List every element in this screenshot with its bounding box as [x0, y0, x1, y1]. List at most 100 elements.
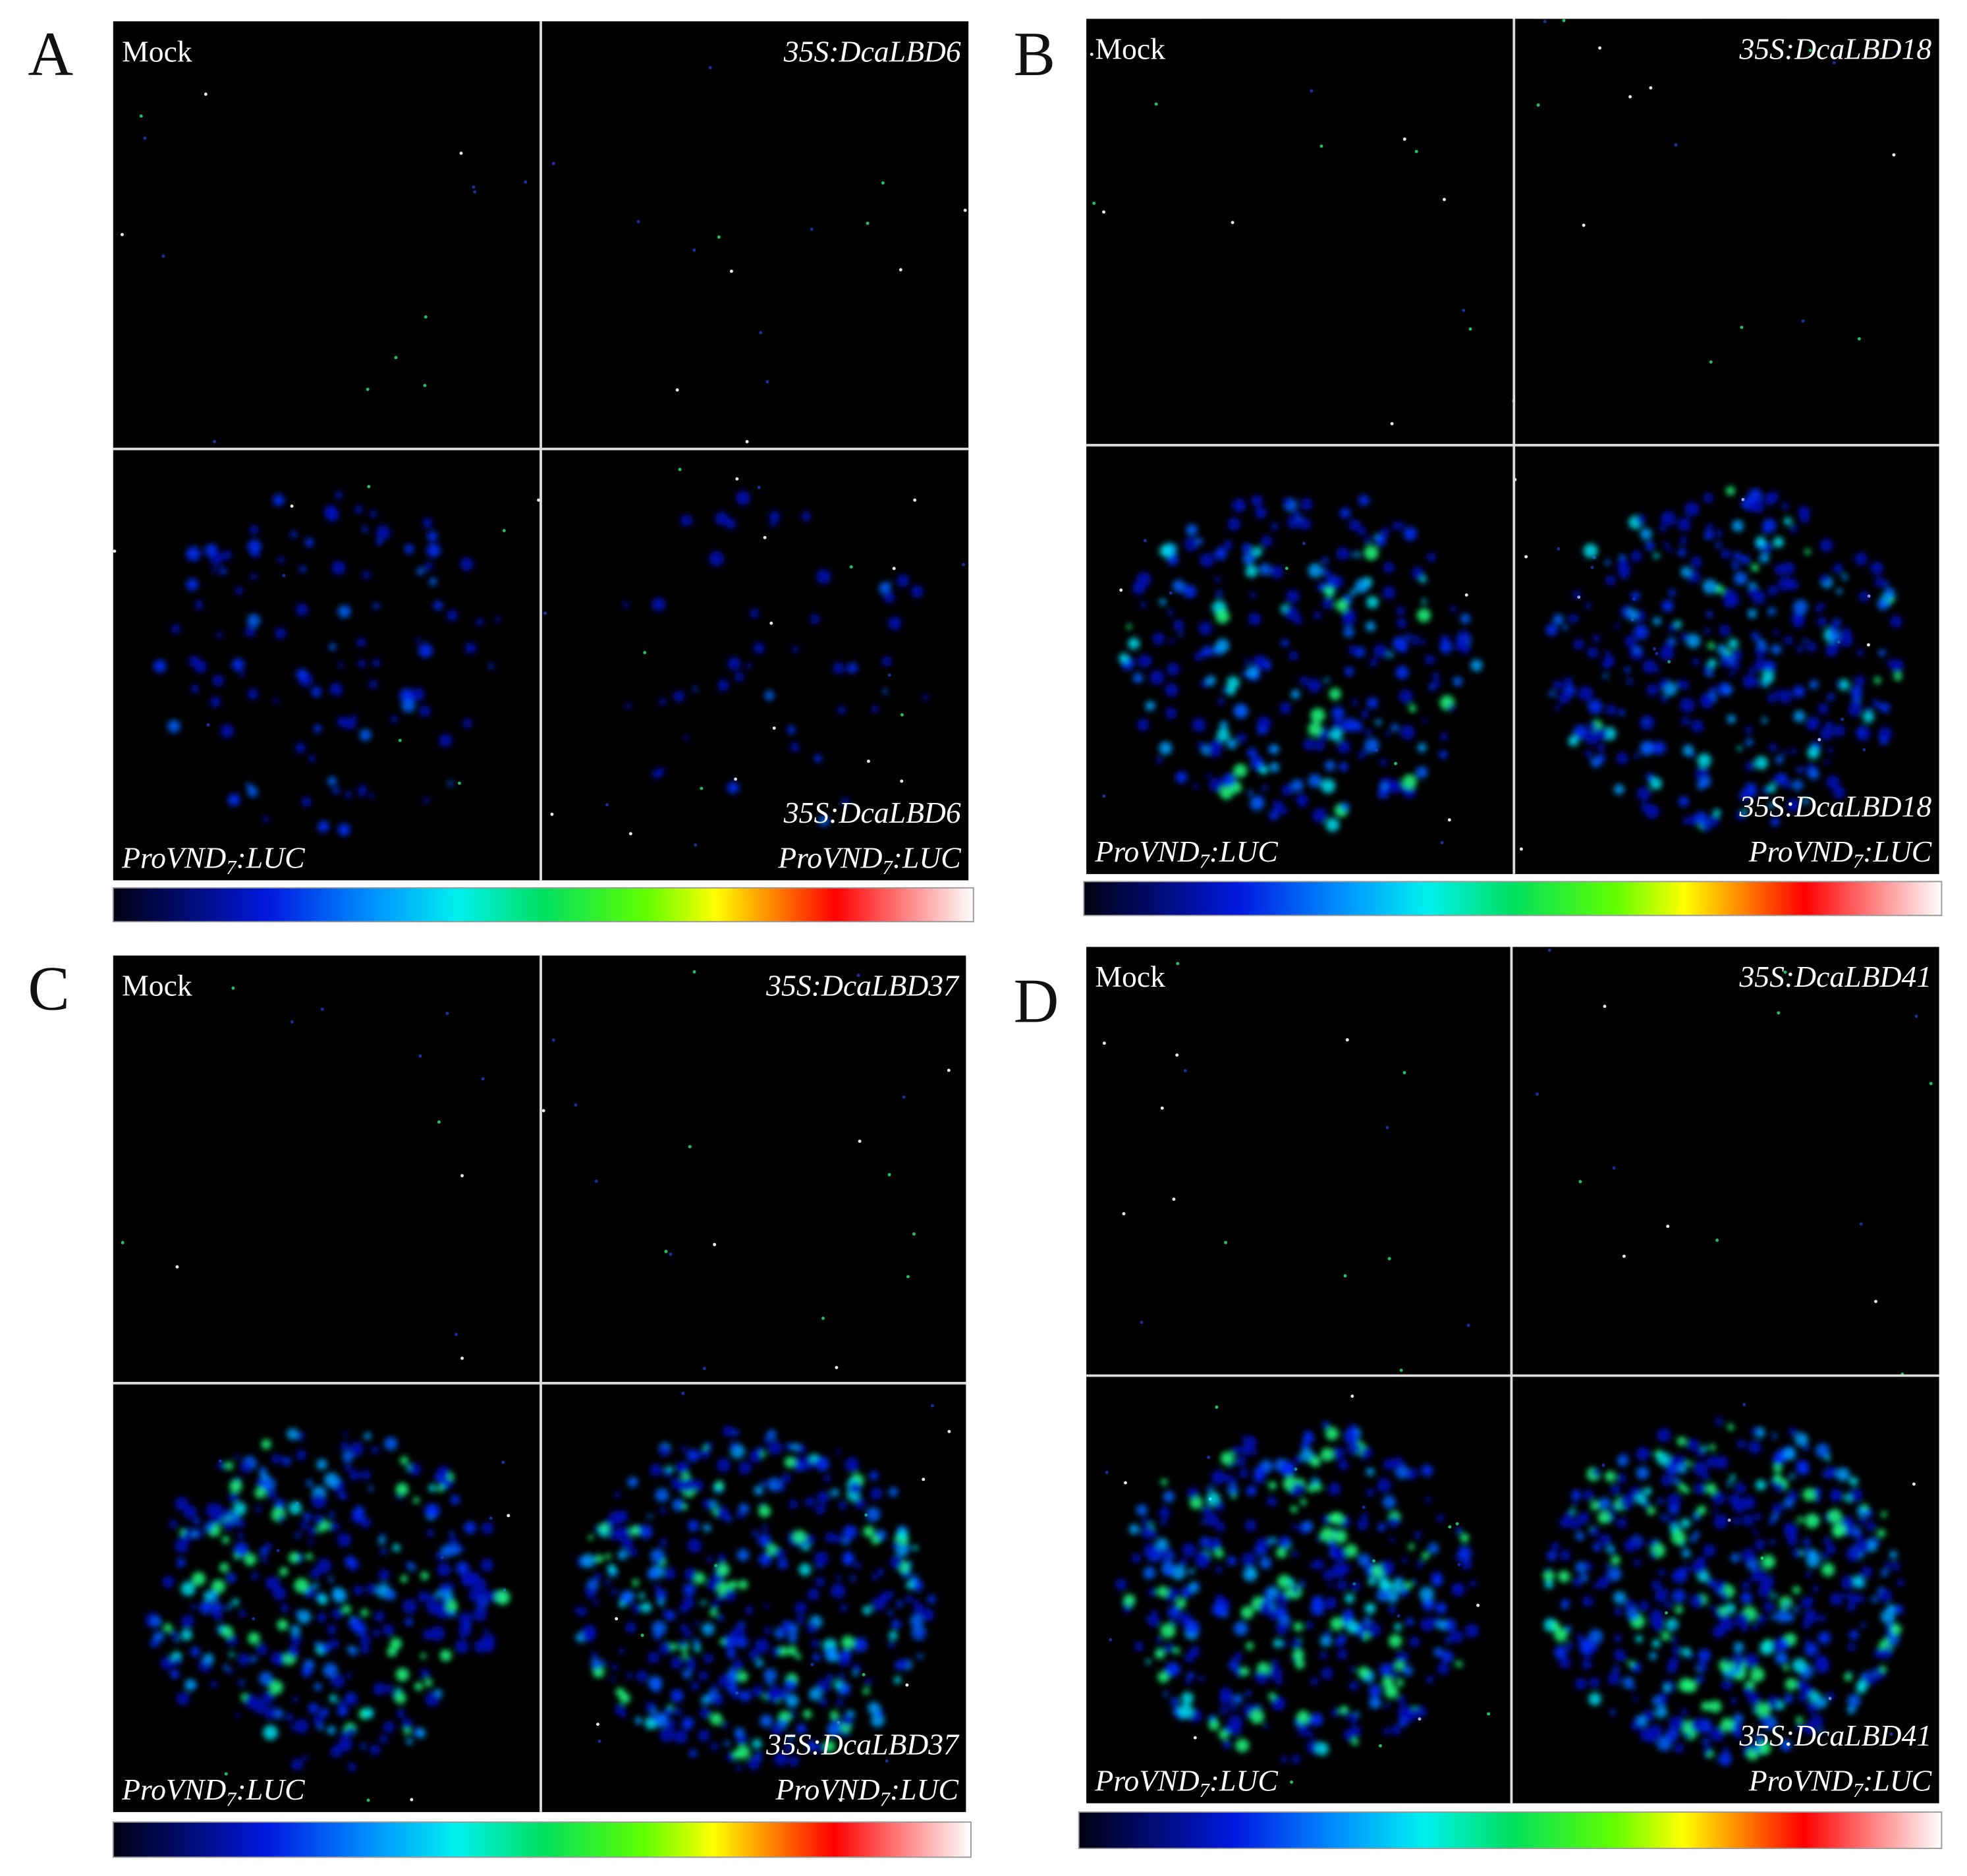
signal-spot [1436, 1620, 1447, 1630]
noise-dot [700, 786, 704, 790]
signal-spot [1797, 1516, 1804, 1524]
signal-spot [1408, 1543, 1415, 1551]
signal-spot [1392, 1457, 1404, 1470]
signal-spot [1409, 1636, 1420, 1647]
signal-spot [1704, 1745, 1712, 1753]
signal-spot [1803, 1723, 1815, 1735]
signal-spot [1817, 1631, 1831, 1645]
signal-spot [304, 538, 314, 547]
signal-spot [1804, 549, 1811, 555]
noise-dot [541, 1109, 545, 1113]
signal-spot [887, 1609, 894, 1616]
signal-spot [382, 1624, 395, 1636]
signal-spot [1783, 517, 1792, 526]
effector-label: 35S:DcaLBD37 [765, 1727, 960, 1761]
signal-spot [709, 1609, 718, 1617]
signal-spot [301, 797, 312, 807]
signal-spot [854, 1497, 866, 1509]
signal-spot [1277, 1574, 1291, 1589]
signal-spot [659, 1538, 668, 1547]
signal-spot [1140, 1525, 1155, 1539]
signal-spot [651, 769, 661, 779]
noise-dot [1582, 223, 1586, 227]
signal-spot [1146, 1659, 1151, 1665]
noise-dot [1841, 717, 1844, 721]
signal-spot [1198, 1676, 1205, 1682]
signal-spot [1694, 811, 1708, 825]
signal-spot [1324, 1597, 1337, 1610]
signal-spot [1568, 735, 1579, 747]
signal-spot [1227, 517, 1241, 531]
signal-spot [1339, 762, 1348, 771]
signal-spot [1815, 1697, 1827, 1709]
signal-spot [1826, 775, 1840, 789]
signal-spot [338, 662, 345, 669]
signal-spot [1664, 1600, 1673, 1609]
noise-dot [410, 1798, 414, 1802]
signal-spot [300, 1521, 309, 1530]
signal-spot [331, 561, 346, 575]
color-scale [1083, 881, 1943, 916]
signal-spot [1123, 1606, 1131, 1614]
signal-spot [1812, 1585, 1819, 1592]
noise-dot [636, 220, 640, 223]
signal-spot [318, 1594, 328, 1605]
signal-spot [1854, 675, 1866, 687]
signal-spot [1411, 566, 1424, 580]
signal-spot [1636, 514, 1646, 525]
signal-spot [1726, 486, 1735, 495]
signal-spot [1383, 1727, 1391, 1735]
signal-spot [1729, 1474, 1736, 1481]
signal-spot [709, 551, 724, 566]
signal-spot [1378, 1578, 1390, 1589]
signal-spot [1672, 1645, 1682, 1655]
signal-spot [411, 688, 425, 702]
signal-spot [255, 1506, 262, 1513]
signal-spot [1597, 1576, 1609, 1589]
signal-spot [1802, 1444, 1810, 1450]
signal-spot [458, 1612, 473, 1626]
signal-spot [1592, 1543, 1601, 1552]
signal-spot [616, 1510, 628, 1523]
signal-spot [356, 638, 366, 648]
signal-spot [1217, 698, 1225, 705]
signal-spot [249, 525, 259, 535]
reporter-post: :LUC [890, 1773, 959, 1806]
signal-spot [1776, 1701, 1785, 1710]
noise-dot [1590, 566, 1594, 569]
signal-spot [1848, 1630, 1859, 1640]
noise-dot [669, 1252, 673, 1256]
signal-spot [1167, 609, 1175, 616]
signal-spot [1833, 725, 1845, 737]
signal-spot [702, 1622, 715, 1636]
color-scale [112, 1821, 972, 1858]
signal-spot [1614, 623, 1621, 630]
signal-spot [1402, 774, 1417, 789]
signal-spot [259, 1671, 273, 1686]
signal-spot [1682, 1565, 1690, 1573]
noise-dot [1371, 1559, 1375, 1563]
signal-spot [1192, 718, 1206, 732]
signal-spot [1742, 788, 1753, 800]
signal-spot [1793, 1606, 1800, 1613]
signal-spot [1401, 1557, 1408, 1564]
signal-spot [1241, 1552, 1256, 1567]
signal-spot [665, 1719, 676, 1730]
signal-spot [1412, 635, 1420, 643]
signal-spot [1652, 741, 1666, 755]
signal-spot [447, 781, 454, 786]
signal-spot [395, 1687, 402, 1694]
reporter-label: ProVND7:LUC [775, 1773, 958, 1811]
signal-spot [736, 1510, 745, 1519]
signal-spot [1607, 1567, 1622, 1582]
signal-spot [1245, 1690, 1252, 1697]
signal-spot [1416, 766, 1428, 779]
signal-spot [426, 1600, 440, 1614]
reporter-post: :LUC [236, 841, 306, 874]
signal-spot [1208, 1715, 1216, 1723]
signal-spot [1778, 576, 1793, 592]
signal-spot [301, 1667, 312, 1678]
signal-spot [1855, 1531, 1864, 1540]
signal-spot [694, 1645, 702, 1653]
noise-dot [899, 268, 902, 272]
